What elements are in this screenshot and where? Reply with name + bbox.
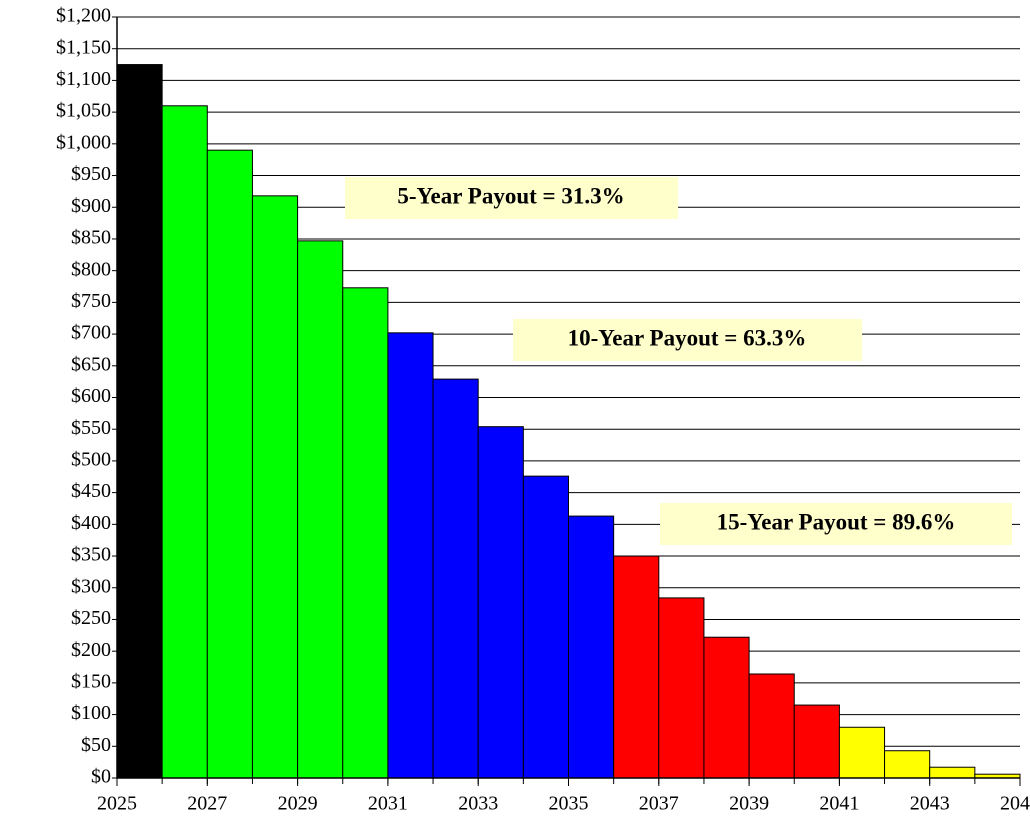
bar <box>884 750 931 779</box>
bar <box>568 515 615 779</box>
y-tick-label: $650 <box>71 353 111 375</box>
bar <box>477 426 524 779</box>
bar <box>748 673 795 779</box>
annotation: 5-Year Payout = 31.3% <box>397 183 624 208</box>
x-tick-label: 2043 <box>910 793 950 815</box>
x-tick-label: 2025 <box>97 793 137 815</box>
bar <box>838 726 886 779</box>
y-tick-label: $850 <box>71 227 111 249</box>
y-tick-label: $100 <box>71 702 111 724</box>
x-tick-label: 2035 <box>549 793 589 815</box>
bar <box>432 378 479 779</box>
y-tick-label: $300 <box>71 575 111 597</box>
bar <box>387 332 434 779</box>
bar <box>929 766 976 779</box>
y-tick-label: $0 <box>91 766 111 788</box>
annotation-box <box>660 503 1012 545</box>
bar <box>703 636 750 779</box>
y-tick-label: $250 <box>71 607 111 629</box>
x-tick-label: 2027 <box>187 793 227 815</box>
bar <box>251 195 299 779</box>
annotation-box <box>513 319 862 361</box>
x-tick-label: 2031 <box>368 793 408 815</box>
y-tick-label: $1,000 <box>56 131 111 153</box>
y-tick-label: $400 <box>71 512 111 534</box>
annotation: 15-Year Payout = 89.6% <box>717 509 956 534</box>
bar <box>522 475 569 779</box>
y-tick-label: $550 <box>71 417 111 439</box>
x-tick-label: 2029 <box>278 793 318 815</box>
y-tick-label: $900 <box>71 195 111 217</box>
y-tick-label: $750 <box>71 290 111 312</box>
plot: $0 $50 $100 $150 $200 $250 $300 $350 $400 $450 $50… <box>56 5 1030 815</box>
bar <box>297 240 344 779</box>
y-tick-label: $950 <box>71 163 111 185</box>
x-tick-label: 2037 <box>639 793 679 815</box>
y-tick-label: $1,200 <box>56 5 111 27</box>
bar <box>206 149 253 779</box>
y-tick-label: $1,100 <box>56 68 111 90</box>
y-tick-label: $500 <box>71 449 111 471</box>
y-tick-label: $150 <box>71 670 111 692</box>
x-tick-label: 2033 <box>458 793 498 815</box>
bar <box>613 555 660 779</box>
bar <box>793 704 840 779</box>
x-tick-label: 2039 <box>729 793 769 815</box>
bar <box>161 105 208 779</box>
y-tick-label: $800 <box>71 258 111 280</box>
y-tick-label: $600 <box>71 385 111 407</box>
y-tick-label: $1,050 <box>56 100 111 122</box>
y-tick-label: $450 <box>71 480 111 502</box>
annotation: 10-Year Payout = 63.3% <box>568 325 807 350</box>
y-tick-label: $50 <box>81 734 111 756</box>
x-tick-label: 2041 <box>819 793 859 815</box>
y-tick-label: $1,150 <box>56 36 111 58</box>
bar <box>658 597 705 779</box>
bar <box>116 64 163 779</box>
y-tick-label: $200 <box>71 639 111 661</box>
y-tick-label: $350 <box>71 544 111 566</box>
y-tick-label: $700 <box>71 322 111 344</box>
bar <box>342 287 389 779</box>
annotation-box <box>345 177 678 219</box>
